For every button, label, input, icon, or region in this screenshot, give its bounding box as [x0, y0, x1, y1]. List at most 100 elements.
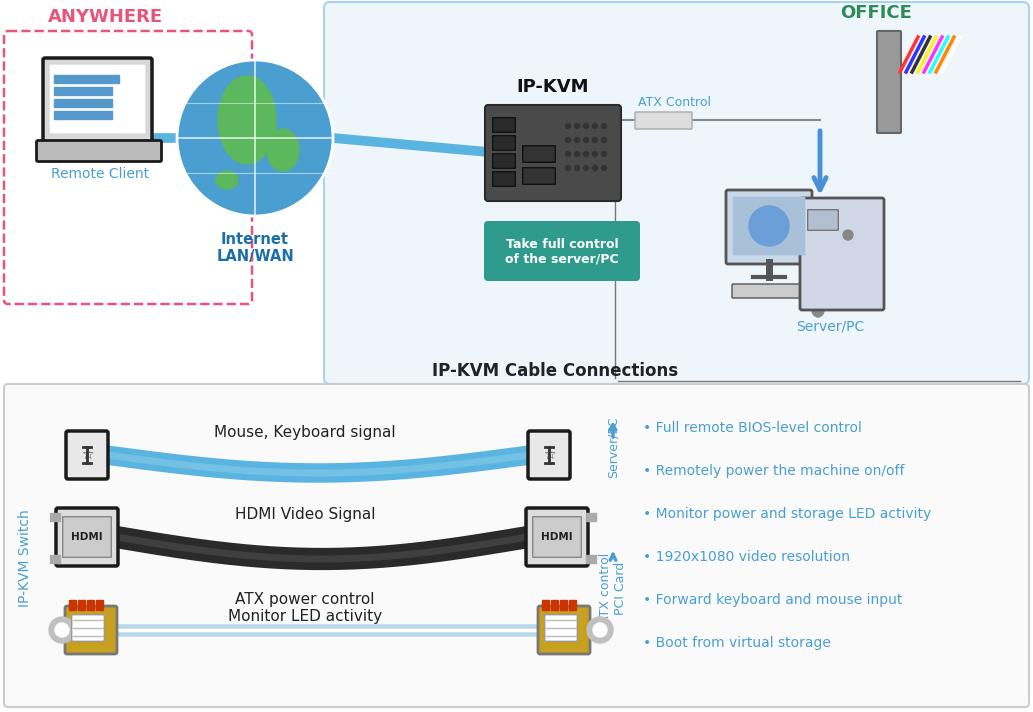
- Text: • 1920x1080 video resolution: • 1920x1080 video resolution: [643, 550, 850, 564]
- Text: Internet
LAN/WAN: Internet LAN/WAN: [216, 232, 293, 264]
- Circle shape: [584, 165, 589, 170]
- Circle shape: [587, 617, 613, 643]
- Circle shape: [593, 123, 597, 128]
- Circle shape: [601, 152, 606, 157]
- FancyBboxPatch shape: [493, 136, 515, 150]
- Circle shape: [584, 123, 589, 128]
- Circle shape: [593, 137, 597, 142]
- Bar: [560, 600, 567, 610]
- FancyBboxPatch shape: [877, 31, 901, 133]
- Bar: [54, 99, 112, 107]
- Ellipse shape: [218, 76, 276, 164]
- Bar: [87, 600, 94, 610]
- Bar: [54, 111, 112, 119]
- Bar: [586, 513, 596, 521]
- FancyBboxPatch shape: [526, 508, 588, 566]
- Text: Remote Client: Remote Client: [51, 167, 149, 181]
- FancyBboxPatch shape: [800, 198, 884, 310]
- Bar: [586, 555, 596, 563]
- Text: • Boot from virtual storage: • Boot from virtual storage: [643, 636, 831, 650]
- Circle shape: [574, 123, 580, 128]
- Text: IP-KVM Cable Connections: IP-KVM Cable Connections: [432, 362, 678, 380]
- Bar: [79, 600, 85, 610]
- Circle shape: [593, 152, 597, 157]
- FancyBboxPatch shape: [66, 431, 108, 479]
- Ellipse shape: [267, 129, 299, 171]
- FancyBboxPatch shape: [726, 190, 812, 264]
- Text: Take full control
of the server/PC: Take full control of the server/PC: [505, 238, 619, 266]
- Circle shape: [843, 230, 853, 240]
- FancyBboxPatch shape: [523, 168, 556, 184]
- Text: • Remotely power the machine on/off: • Remotely power the machine on/off: [643, 464, 905, 478]
- Text: • Full remote BIOS-level control: • Full remote BIOS-level control: [643, 421, 862, 435]
- Text: ☆: ☆: [542, 448, 556, 462]
- Text: IP-KVM Switch: IP-KVM Switch: [18, 509, 32, 607]
- FancyBboxPatch shape: [493, 172, 515, 187]
- FancyBboxPatch shape: [544, 614, 577, 642]
- Text: Mouse, Keyboard signal: Mouse, Keyboard signal: [214, 426, 396, 441]
- Circle shape: [584, 137, 589, 142]
- Text: Server/PC: Server/PC: [606, 417, 620, 478]
- Text: HDMI: HDMI: [71, 532, 103, 542]
- Circle shape: [177, 60, 333, 216]
- FancyBboxPatch shape: [493, 154, 515, 168]
- FancyBboxPatch shape: [56, 508, 118, 566]
- Circle shape: [55, 623, 69, 637]
- Text: ☆: ☆: [81, 448, 93, 462]
- Circle shape: [601, 165, 606, 170]
- Circle shape: [565, 137, 570, 142]
- Circle shape: [584, 152, 589, 157]
- FancyBboxPatch shape: [732, 197, 806, 256]
- Text: IP-KVM: IP-KVM: [516, 78, 589, 96]
- FancyBboxPatch shape: [523, 146, 556, 162]
- Circle shape: [565, 123, 570, 128]
- FancyBboxPatch shape: [324, 2, 1029, 384]
- FancyBboxPatch shape: [4, 384, 1029, 707]
- Text: OFFICE: OFFICE: [840, 4, 912, 22]
- Circle shape: [49, 617, 75, 643]
- Bar: [551, 600, 558, 610]
- FancyBboxPatch shape: [528, 431, 570, 479]
- Ellipse shape: [216, 171, 238, 189]
- Circle shape: [601, 137, 606, 142]
- FancyBboxPatch shape: [533, 517, 582, 557]
- FancyBboxPatch shape: [635, 112, 692, 129]
- Circle shape: [574, 137, 580, 142]
- FancyBboxPatch shape: [486, 105, 621, 201]
- Bar: [50, 513, 60, 521]
- FancyBboxPatch shape: [493, 117, 515, 132]
- FancyBboxPatch shape: [63, 517, 112, 557]
- FancyBboxPatch shape: [50, 65, 146, 133]
- FancyBboxPatch shape: [808, 210, 839, 230]
- Ellipse shape: [812, 299, 824, 317]
- Text: • Forward keyboard and mouse input: • Forward keyboard and mouse input: [643, 593, 903, 607]
- FancyBboxPatch shape: [65, 606, 117, 654]
- Circle shape: [565, 152, 570, 157]
- FancyBboxPatch shape: [538, 606, 590, 654]
- Text: HDMI Video Signal: HDMI Video Signal: [234, 508, 375, 523]
- Bar: [69, 600, 76, 610]
- Text: ATX power control
Monitor LED activity: ATX power control Monitor LED activity: [228, 592, 382, 624]
- Circle shape: [565, 165, 570, 170]
- FancyBboxPatch shape: [484, 221, 640, 281]
- Text: ANYWHERE: ANYWHERE: [48, 8, 163, 26]
- Circle shape: [593, 623, 607, 637]
- Text: ATX control
PCI Card: ATX control PCI Card: [599, 553, 627, 624]
- Bar: [542, 600, 549, 610]
- Circle shape: [601, 123, 606, 128]
- Text: • Monitor power and storage LED activity: • Monitor power and storage LED activity: [643, 507, 932, 521]
- Text: Server/PC: Server/PC: [795, 319, 865, 333]
- Text: ATX Control: ATX Control: [638, 96, 711, 109]
- Bar: [54, 87, 112, 95]
- Circle shape: [574, 152, 580, 157]
- Bar: [569, 600, 576, 610]
- FancyBboxPatch shape: [43, 58, 152, 142]
- Bar: [96, 600, 103, 610]
- Bar: [54, 75, 119, 83]
- Bar: [50, 555, 60, 563]
- Circle shape: [574, 165, 580, 170]
- FancyBboxPatch shape: [732, 284, 802, 298]
- FancyBboxPatch shape: [71, 614, 104, 642]
- Text: HDMI: HDMI: [541, 532, 573, 542]
- FancyBboxPatch shape: [36, 140, 161, 162]
